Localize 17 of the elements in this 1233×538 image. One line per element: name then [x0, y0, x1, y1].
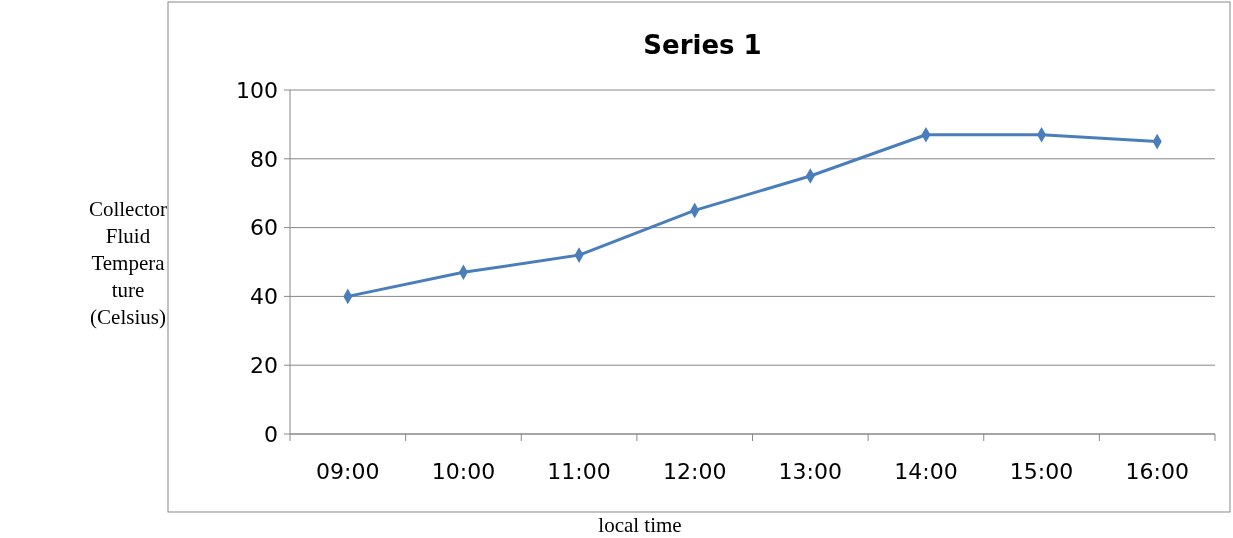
chart-title: Series 1: [643, 30, 762, 60]
y-tick-label: 0: [264, 421, 278, 447]
x-tick-label: 11:00: [547, 459, 611, 484]
y-tick-label: 20: [250, 352, 278, 378]
x-tick-label: 16:00: [1125, 459, 1189, 484]
x-tick-label: 09:00: [316, 459, 380, 484]
y-axis-title: Collector Fluid Temperature (Celsius): [88, 197, 168, 329]
x-tick-label: 15:00: [1009, 459, 1074, 484]
y-tick-label: 60: [250, 215, 278, 241]
y-tick-label: 100: [236, 77, 278, 103]
x-tick-label: 10:00: [431, 459, 496, 484]
x-tick-label: 12:00: [662, 459, 727, 484]
x-tick-label: 13:00: [778, 459, 843, 484]
x-axis-title: local time: [598, 513, 682, 537]
y-tick-label: 80: [250, 146, 278, 172]
y-tick-label: 40: [250, 284, 278, 310]
x-tick-label: 14:00: [894, 459, 958, 484]
